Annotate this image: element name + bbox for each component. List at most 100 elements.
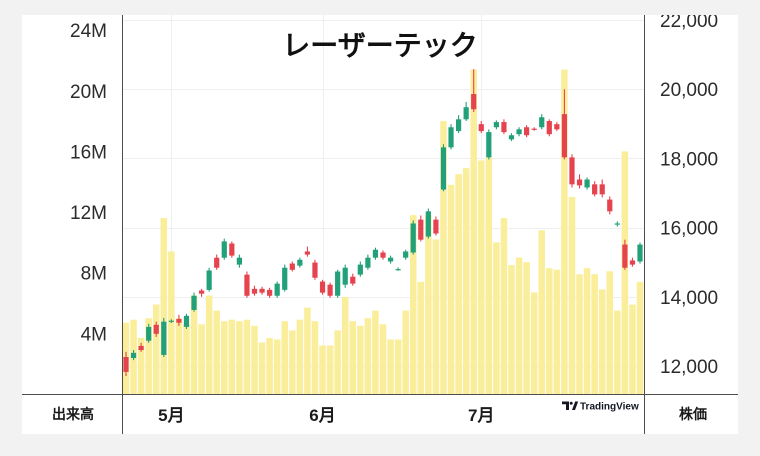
candle [365,254,371,270]
candle-body [221,241,227,258]
candle-body [531,128,537,130]
volume-bar [160,218,168,394]
tradingview-wordmark: TradingView [580,402,639,413]
volume-bar [636,281,644,394]
volume-tick-label: 16M [70,142,107,163]
volume-tick-label: 4M [81,324,107,345]
candle [183,313,190,329]
volume-bar [409,215,417,394]
volume-bar [394,339,402,394]
candle-body [123,356,129,372]
candle [221,238,227,260]
volume-bar [546,268,553,394]
candle-body [493,122,499,128]
candle [198,288,205,297]
candle [304,246,311,257]
candle [569,154,575,188]
candle-body [614,223,620,225]
candle-body [357,264,363,275]
candle [629,257,636,267]
chart-title: レーザーテック [282,30,477,61]
volume-bar [205,295,213,394]
volume-bar [364,318,372,394]
volume-bar [334,330,341,394]
candle [251,285,258,296]
candle-body [516,129,522,135]
month-label: 5月 [158,406,184,425]
candle [433,216,439,236]
volume-bar [213,310,220,394]
candle [395,267,401,271]
candle-body [539,117,545,128]
candle [455,115,462,134]
candle-body [327,284,333,296]
volume-bar [515,257,523,394]
candle [236,254,242,268]
candle-body [561,114,568,158]
candle-body [206,270,212,290]
candle [146,323,152,343]
candle [554,122,560,132]
candle-body [244,274,250,296]
candle [274,281,280,298]
candle-body [176,318,182,323]
price-tick-label: 20,000 [660,80,718,101]
candle-body [342,267,348,285]
volume-bar [493,242,500,394]
volume-bar [341,296,349,394]
volume-bar [447,184,455,394]
volume-bar [296,319,304,394]
candle-body [433,219,439,234]
month-label: 7月 [468,406,494,425]
volume-bar [470,69,477,394]
candle [524,125,530,138]
volume-bar [281,321,288,394]
candle-body [372,249,379,258]
candle [350,273,356,286]
volume-bar [387,339,394,394]
candle-body [524,127,530,136]
candle-body [183,315,190,327]
volume-bar [500,218,508,394]
candle [516,127,522,137]
candle-body [599,184,605,195]
tradingview-logo[interactable]: TradingView [562,401,639,413]
volume-bar [576,274,583,394]
candle [161,317,167,357]
candle [380,250,386,260]
volume-bar [304,307,311,394]
volume-bar [606,271,614,394]
volume-bar [379,324,387,394]
candle-body [418,219,424,240]
candle [637,242,643,264]
candle [267,287,273,298]
price-series [123,69,643,377]
candle [206,267,212,292]
volume-bar [145,318,152,394]
candle-body [282,267,288,290]
volume-bar [243,319,251,394]
volume-bar [402,310,409,394]
candle [622,239,628,270]
candle-body [289,263,295,270]
price-tick-label: 18,000 [660,149,718,170]
volume-bar [614,310,621,394]
volume-bar [598,289,606,394]
volume-bar [425,215,432,394]
candle [607,196,613,215]
volume-bar [462,168,470,394]
volume-bar [289,330,296,394]
price-tick-label: 22,000 [660,11,718,32]
candle [584,177,590,190]
candle [448,124,454,150]
volume-bar [485,157,493,394]
candle-body [576,179,583,186]
candle-body [592,184,598,195]
candle-body [304,251,311,255]
volume-tick-label: 20M [70,82,107,103]
candle [297,257,303,268]
candle-body [387,257,394,262]
volume-bar [319,345,326,394]
price-tick-label: 12,000 [660,357,718,378]
candle [599,179,605,198]
